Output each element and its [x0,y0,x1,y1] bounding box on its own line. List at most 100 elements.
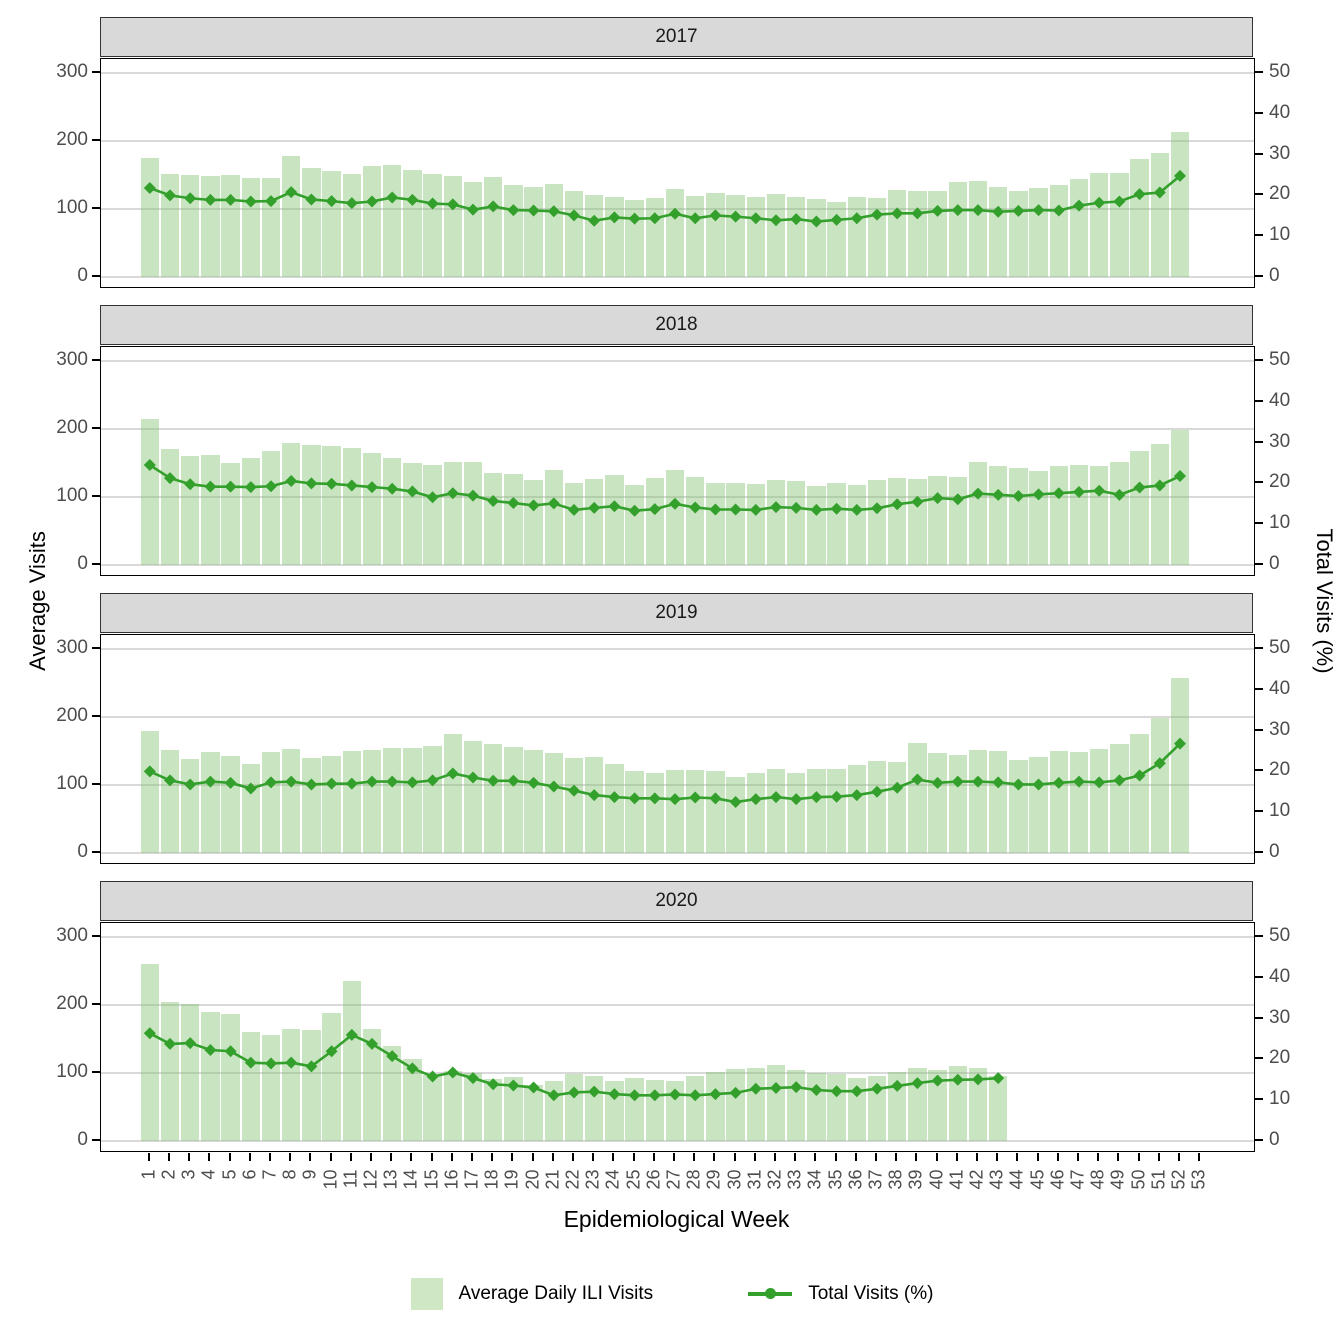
bar-week-15 [423,174,442,277]
right-tick-label: 20 [1269,1047,1291,1069]
bar-week-44 [1009,191,1028,277]
right-tick-mark [1255,1016,1263,1019]
line-point-week-1 [143,459,156,472]
right-tick-label: 0 [1269,265,1280,286]
bar-week-18 [483,473,503,565]
right-tick-mark [1255,152,1263,155]
line-point-week-2 [164,189,176,202]
line-point-week-19 [507,496,520,509]
line-point-week-32 [770,791,782,804]
line-point-week-3 [184,778,197,791]
x-tick-mark-6 [248,1153,251,1161]
line-point-week-51 [1153,757,1166,770]
right-tick-label: 50 [1269,349,1291,370]
line-point-week-32 [770,501,782,514]
facet-strip-2018: 2018 [100,305,1253,345]
bar-week-29 [706,483,725,565]
line-point-week-11 [345,479,358,492]
x-tick-mark-42 [976,1153,978,1161]
line-point-week-25 [628,1089,641,1102]
line-point-week-5 [224,193,237,206]
line-point-week-39 [911,773,924,786]
bar-week-29 [706,1072,725,1141]
bar-week-25 [625,771,644,853]
x-tick-mark-2 [168,1153,170,1161]
x-tick-mark-19 [511,1153,514,1161]
legend-item-bars: Average Daily ILI Visits [410,1278,653,1310]
line-point-week-14 [406,193,419,206]
bar-week-15 [423,746,442,853]
line-point-week-18 [487,200,500,213]
x-tick-mark-28 [693,1153,696,1161]
bar-week-43 [988,1076,1008,1141]
left-tick-mark [92,783,100,785]
left-tick-mark [92,71,100,73]
x-tick-mark-50 [1137,1153,1140,1161]
line-point-week-6 [244,782,257,795]
left-tick-mark [92,359,100,361]
x-tick-mark-37 [875,1153,877,1161]
line-point-week-7 [265,195,277,208]
bar-week-42 [968,1068,988,1141]
x-tick-mark-33 [794,1153,797,1161]
line-point-week-12 [366,775,378,788]
bar-week-40 [928,1069,947,1141]
bar-week-13 [382,164,402,277]
right-tick-label: 0 [1269,841,1280,862]
line-point-week-16 [446,487,459,500]
line-point-week-19 [507,774,520,787]
x-tick-mark-21 [551,1153,554,1161]
bar-week-34 [807,486,826,565]
line-point-week-50 [1133,188,1146,201]
right-tick-mark [1255,440,1263,443]
line-point-week-39 [911,207,924,220]
x-tick-mark-36 [854,1153,857,1161]
line-point-week-1 [143,1027,156,1040]
bar-week-52 [1170,677,1190,853]
bar-week-12 [362,166,382,277]
bar-week-21 [544,753,564,853]
bar-week-28 [685,1075,705,1141]
line-point-week-45 [1032,488,1045,501]
left-tick-mark [92,1003,100,1005]
line-point-week-9 [305,1060,318,1073]
x-tick-mark-23 [592,1153,595,1161]
facet-panel-2017 [100,58,1255,288]
line-point-week-30 [729,1086,742,1099]
right-tick-label: 30 [1269,430,1291,452]
bar-week-37 [867,760,887,853]
bar-week-38 [887,1071,907,1141]
line-point-week-15 [426,197,439,210]
facet-panel-2019 [100,634,1255,864]
x-tick-mark-22 [572,1153,574,1161]
line-point-week-29 [709,1088,722,1101]
bar-week-31 [746,1067,766,1141]
right-tick-mark [1255,687,1263,690]
bar-week-19 [504,184,523,277]
line-point-week-11 [345,777,358,790]
bar-week-8 [281,1028,301,1141]
bar-week-8 [281,442,301,565]
bar-week-15 [423,465,442,565]
line-point-week-18 [487,494,500,507]
line-point-week-51 [1153,186,1166,199]
gridline-300 [101,936,1254,938]
line-point-week-4 [204,775,217,788]
left-tick-label: 100 [56,773,88,794]
right-tick-mark [1255,234,1263,237]
total-visits-line [143,737,1186,808]
line-point-week-10 [325,477,338,490]
bar-week-18 [483,1079,503,1141]
line-point-week-52 [1174,737,1186,750]
line-point-week-26 [648,792,661,805]
line-point-week-42 [972,204,984,217]
line-point-week-8 [285,186,298,199]
left-tick-label: 0 [77,265,88,286]
line-point-week-33 [790,1081,803,1094]
right-tick-mark [1255,481,1263,484]
line-point-week-25 [628,792,641,805]
line-point-week-47 [1073,775,1085,788]
bar-week-20 [524,750,543,853]
bar-week-20 [524,480,543,565]
line-point-week-36 [850,789,863,802]
